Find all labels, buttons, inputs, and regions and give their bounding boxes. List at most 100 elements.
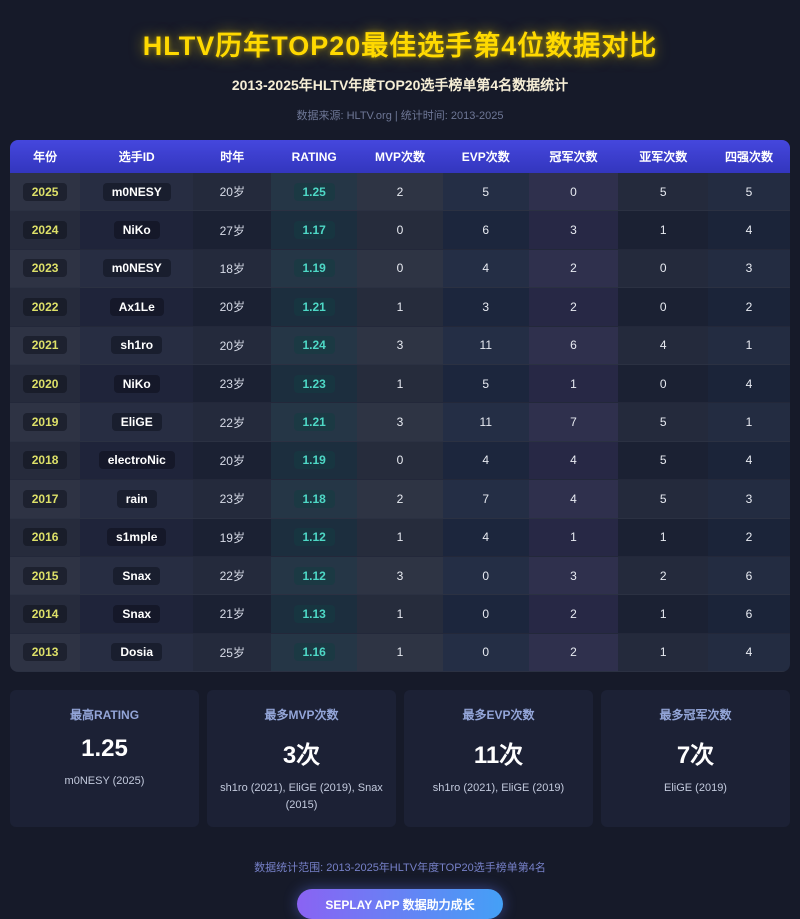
rating-cell: 1.17 — [271, 211, 358, 249]
page-title: HLTV历年TOP20最佳选手第4位数据对比 — [142, 31, 658, 61]
column-header: RATING — [291, 149, 337, 164]
table-row: 2017 rain 23岁 1.18 2 7 4 5 3 — [10, 480, 790, 519]
table-row: 2025 m0NESY 20岁 1.25 2 5 0 5 5 — [10, 173, 790, 212]
year-cell: 2013 — [10, 633, 81, 672]
runnerup-count-cell: 1 — [659, 645, 667, 660]
player-id-cell-text: electroNic — [98, 451, 175, 470]
semifinal-count-cell: 6 — [708, 595, 790, 633]
rating-cell-text: 1.25 — [293, 182, 335, 201]
footer-note: 数据统计范围: 2013-2025年HLTV年度TOP20选手榜单第4名 — [254, 862, 546, 875]
champion-count-cell: 2 — [528, 633, 619, 672]
stats-table: 年份 选手ID 时年 RATING MVP次数 EVP次数 冠军次数 亚军次数 四强次数 202… — [10, 140, 790, 673]
rating-cell: 1.13 — [271, 595, 358, 633]
card-label: 最多EVP次数 — [462, 708, 535, 723]
year-cell: 2014 — [10, 595, 81, 633]
card-detail: sh1ro (2021), EliGE (2019), Snax (2015) — [220, 782, 383, 811]
semifinal-count-cell: 6 — [708, 556, 790, 595]
rating-cell: 1.25 — [271, 173, 358, 211]
age-cell: 23岁 — [219, 492, 245, 507]
semifinal-count-cell: 4 — [708, 211, 790, 249]
table-row: 2015 Snax 22岁 1.12 3 0 3 2 6 — [10, 556, 790, 596]
player-id-cell: NiKo — [80, 211, 194, 249]
table-row: 2014 Snax 21岁 1.13 1 0 2 1 6 — [10, 595, 790, 634]
semifinal-count-cell: 2 — [708, 288, 790, 326]
rating-cell-text: 1.13 — [293, 604, 335, 623]
player-id-cell-text: rain — [116, 489, 157, 508]
evp-count-cell: 5 — [442, 364, 529, 403]
champion-count-cell: 4 — [528, 480, 619, 518]
rating-cell-text: 1.24 — [293, 336, 335, 355]
table-row: 2023 m0NESY 18岁 1.19 0 4 2 0 3 — [10, 249, 790, 289]
rating-cell-text: 1.19 — [293, 259, 335, 278]
champion-count-cell: 6 — [528, 326, 619, 364]
rating-cell: 1.12 — [271, 556, 358, 595]
mvp-count-cell: 1 — [357, 288, 443, 326]
semifinal-count-cell: 5 — [708, 173, 790, 211]
rating-cell: 1.24 — [271, 326, 358, 364]
evp-count-cell: 0 — [442, 633, 529, 672]
champion-count-cell: 3 — [528, 556, 619, 595]
mvp-count-cell: 0 — [357, 211, 443, 249]
semifinal-count-cell: 3 — [708, 480, 790, 518]
player-id-cell-text: s1mple — [107, 528, 167, 547]
year-cell: 2020 — [10, 364, 81, 403]
evp-count-cell: 11 — [442, 403, 529, 441]
player-id-cell-text: Snax — [113, 604, 161, 623]
champion-count-cell: 4 — [528, 441, 619, 480]
year-cell: 2025 — [10, 173, 81, 211]
champion-count-cell: 1 — [528, 364, 619, 403]
age-cell: 21岁 — [219, 607, 245, 622]
age-cell: 19岁 — [219, 530, 245, 545]
runnerup-count-cell: 5 — [659, 491, 667, 506]
table-row: 2022 Ax1Le 20岁 1.21 1 3 2 0 2 — [10, 288, 790, 327]
card-value: 3次 — [282, 742, 321, 770]
runnerup-count-cell: 1 — [659, 530, 667, 545]
year-cell-text: 2013 — [22, 643, 68, 662]
player-id-cell-text: Snax — [113, 566, 161, 585]
card-value: 1.25 — [81, 735, 128, 763]
evp-count-cell: 6 — [442, 211, 529, 249]
mvp-count-cell: 1 — [357, 633, 443, 672]
column-header: 亚军次数 — [639, 150, 688, 164]
mvp-count-cell: 3 — [357, 403, 443, 441]
year-cell-text: 2016 — [22, 528, 68, 547]
year-cell: 2021 — [10, 326, 81, 364]
card-detail: EliGE (2019) — [664, 782, 727, 795]
year-cell-text: 2015 — [22, 566, 68, 585]
year-cell-text: 2025 — [22, 182, 68, 201]
seplay-app-button[interactable]: SEPLAY APP 数据助力成长 — [297, 889, 503, 919]
year-cell-text: 2023 — [22, 259, 68, 278]
player-id-cell-text: sh1ro — [111, 336, 163, 355]
table-row: 2013 Dosia 25岁 1.16 1 0 2 1 4 — [10, 633, 790, 673]
column-header: EVP次数 — [461, 150, 510, 164]
player-id-cell: m0NESY — [80, 249, 194, 288]
champion-count-cell: 2 — [528, 595, 619, 633]
evp-count-cell: 5 — [442, 173, 529, 211]
summary-cards: 最高RATING 1.25 m0NESY (2025) 最多MVP次数 3次 s… — [10, 690, 790, 828]
runnerup-count-cell: 5 — [659, 184, 667, 199]
column-header: 四强次数 — [724, 150, 773, 164]
mvp-count-cell: 1 — [357, 595, 443, 633]
rating-cell-text: 1.21 — [293, 413, 335, 432]
evp-count-cell: 0 — [442, 556, 529, 595]
player-id-cell-text: m0NESY — [102, 182, 171, 201]
card-value: 7次 — [676, 742, 715, 770]
semifinal-count-cell: 1 — [708, 403, 790, 441]
semifinal-count-cell: 4 — [708, 364, 790, 403]
year-cell: 2016 — [10, 518, 81, 556]
rating-cell: 1.23 — [271, 364, 358, 403]
header: HLTV历年TOP20最佳选手第4位数据对比 2013-2025年HLTV年度T… — [0, 0, 800, 123]
card-max-rating: 最高RATING 1.25 m0NESY (2025) — [10, 690, 199, 828]
card-label: 最高RATING — [69, 708, 140, 723]
age-cell: 23岁 — [219, 377, 245, 392]
player-id-cell: s1mple — [80, 518, 194, 556]
player-id-cell: electroNic — [80, 441, 194, 480]
semifinal-count-cell: 2 — [708, 518, 790, 556]
champion-count-cell: 3 — [528, 211, 619, 249]
card-label: 最多冠军次数 — [659, 708, 732, 723]
year-cell-text: 2014 — [22, 604, 68, 623]
evp-count-cell: 7 — [442, 480, 529, 518]
semifinal-count-cell: 4 — [708, 633, 790, 672]
player-id-cell-text: m0NESY — [102, 259, 171, 278]
rating-cell: 1.12 — [271, 518, 358, 556]
